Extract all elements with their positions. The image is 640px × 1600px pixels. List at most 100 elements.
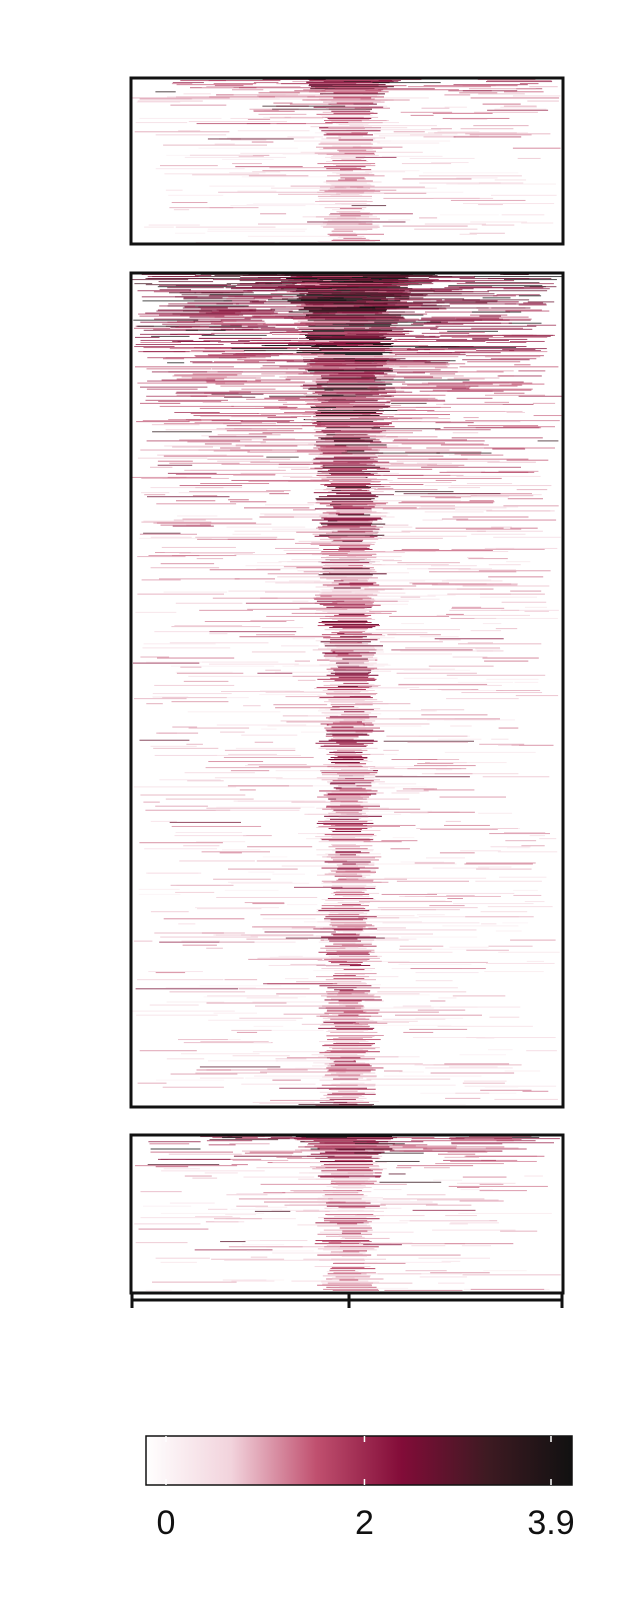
heatmap-cell [322, 466, 381, 468]
heatmap-cell [336, 510, 372, 512]
heatmap-cell [318, 1007, 356, 1009]
heatmap-cell [160, 1212, 265, 1214]
heatmap-cell [158, 400, 222, 402]
heatmap-cell [472, 338, 528, 340]
heatmap-cell [265, 591, 352, 593]
heatmap-cell [202, 401, 288, 403]
heatmap-cell [401, 501, 495, 503]
heatmap-cell [417, 763, 454, 765]
heatmap-cell [215, 383, 245, 385]
heatmap-cell [447, 593, 511, 595]
heatmap-cell [380, 1203, 438, 1205]
heatmap-cell [418, 1257, 490, 1259]
heatmap-cell [316, 854, 340, 856]
heatmap-cell [342, 931, 362, 933]
heatmap-cell [321, 375, 375, 377]
heatmap-cell [326, 1245, 369, 1247]
heatmap-cell [429, 373, 456, 375]
heatmap-cell [199, 523, 272, 525]
heatmap-cell [318, 841, 371, 843]
heatmap-cell [321, 772, 378, 774]
heatmap-cell [327, 233, 384, 235]
heatmap-cell [341, 137, 385, 139]
heatmap-cell [450, 617, 497, 619]
heatmap-cell [167, 321, 224, 323]
heatmap-cell [366, 1141, 424, 1143]
heatmap-cell [200, 416, 291, 418]
heatmap-cell [331, 155, 366, 157]
heatmap-cell [459, 1054, 506, 1056]
heatmap-cell [324, 701, 383, 703]
heatmap-cell [330, 738, 354, 740]
heatmap-cell [493, 536, 561, 538]
heatmap-cell [329, 917, 374, 919]
heatmap-cell [482, 657, 539, 659]
heatmap-cell [339, 990, 371, 992]
heatmap-cell [196, 123, 271, 125]
heatmap-cell [367, 458, 468, 460]
heatmap-cell [146, 395, 208, 397]
heatmap-cell [453, 136, 522, 138]
heatmap-cell [332, 1092, 365, 1094]
heatmap-cell [529, 86, 558, 88]
heatmap-cell [200, 1041, 269, 1043]
heatmap-cell [382, 560, 402, 562]
heatmap-cell [316, 113, 371, 115]
heatmap-cell [329, 340, 419, 342]
heatmap-cell [320, 438, 376, 440]
heatmap-cell [316, 146, 372, 148]
heatmap-cell [340, 889, 367, 891]
heatmap-cell [309, 338, 392, 340]
heatmap-cell [318, 399, 378, 401]
heatmap-cell [237, 130, 310, 132]
heatmap-cell [434, 367, 458, 369]
heatmap-cell [434, 773, 473, 775]
heatmap-cell [234, 578, 275, 580]
heatmap-cell [303, 393, 356, 395]
heatmap-cell [325, 945, 377, 947]
heatmap-cell [133, 786, 237, 788]
heatmap-cell [463, 1080, 507, 1082]
heatmap-cell [322, 821, 367, 823]
heatmap-cell [319, 503, 387, 505]
heatmap-cell [282, 153, 327, 155]
heatmap-cell [359, 1282, 413, 1284]
heatmap-cell [336, 741, 357, 743]
heatmap-cell [140, 386, 208, 388]
heatmap-cell [147, 1164, 220, 1166]
heatmap-cell [513, 894, 542, 896]
heatmap-cell [332, 154, 379, 156]
heatmap-cell [339, 208, 362, 210]
heatmap-cell [313, 81, 344, 83]
heatmap-cell [328, 718, 363, 720]
heatmap-cell [441, 690, 504, 692]
heatmap-cell [158, 281, 214, 283]
heatmap-cell [214, 1221, 245, 1223]
heatmap-cell [216, 428, 278, 430]
heatmap-cell [322, 1045, 372, 1047]
heatmap-cell [337, 749, 368, 751]
heatmap-cell [333, 1272, 376, 1274]
heatmap-cell [199, 609, 253, 611]
heatmap-cell [216, 806, 315, 808]
heatmap-cell [428, 277, 475, 279]
heatmap-cell [368, 486, 391, 488]
heatmap-cell [503, 426, 555, 428]
heatmap-cell [234, 1154, 292, 1156]
heatmap-cell [338, 1206, 366, 1208]
heatmap-cell [235, 1138, 317, 1140]
heatmap-cell [331, 104, 370, 106]
heatmap-cell [228, 753, 277, 755]
heatmap-cell [365, 723, 430, 725]
heatmap-cell [257, 413, 317, 415]
heatmap-cell [332, 601, 374, 603]
heatmap-cell [254, 741, 274, 743]
heatmap-cell [377, 455, 444, 457]
heatmap-cell [146, 388, 198, 390]
heatmap-cell [300, 322, 398, 324]
heatmap-cell [150, 567, 220, 569]
heatmap-cell [402, 1005, 432, 1007]
heatmap-cell [328, 812, 366, 814]
heatmap-cell [424, 322, 512, 324]
heatmap-cell [456, 397, 493, 399]
